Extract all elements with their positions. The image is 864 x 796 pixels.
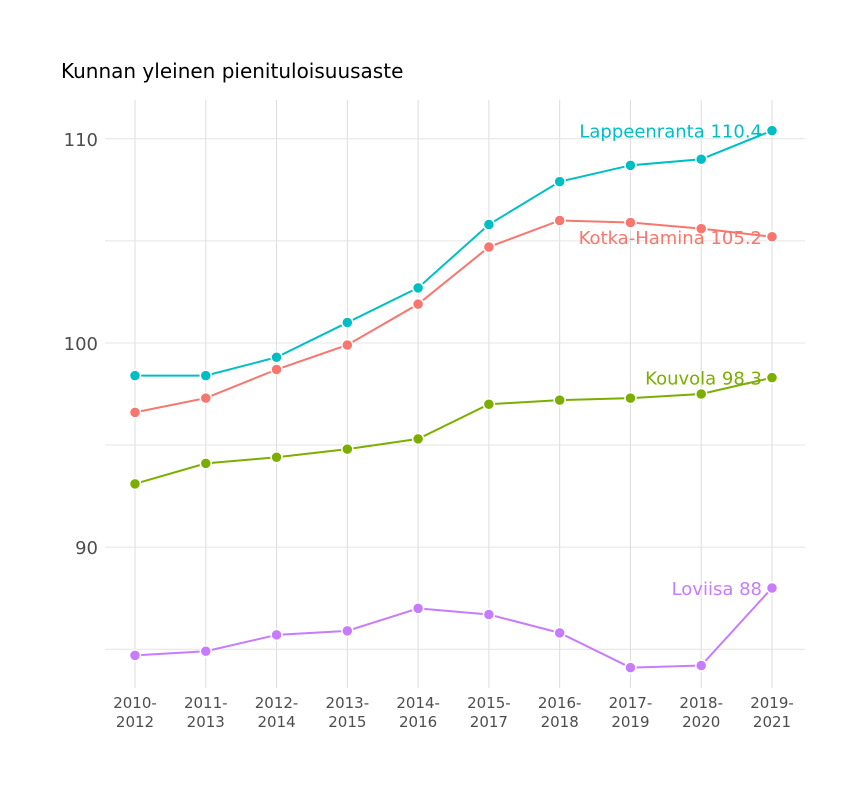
y-tick-label: 110 [64,130,98,151]
series-line [134,376,773,485]
x-tick-label: 2015-2017 [467,694,511,731]
data-point [765,230,779,244]
x-tick-label: 2010-2012 [113,694,157,731]
series-kouvola: Kouvola 98.3 [128,369,779,491]
data-point [624,391,637,405]
x-tick-label: 2016-2018 [538,694,582,731]
axes: 90 100 110 2010-2012 2011-2013 2012-2014 2013-… [64,130,794,731]
data-point [270,451,283,464]
data-point [411,602,425,615]
data-point [199,457,213,470]
y-tick-label: 100 [64,334,98,355]
series-loviisa: Loviisa 88 [128,579,779,674]
data-point [482,218,496,231]
x-tick-label: 2018-2020 [679,694,723,731]
data-point [694,152,708,166]
series-lappeenranta: Lappeenranta 110.4 [128,122,779,382]
data-point [199,391,213,405]
series-end-label: Lappeenranta 110.4 [579,122,762,143]
series-line [134,219,773,414]
x-tick-label: 2014-2016 [396,694,440,731]
data-point [199,645,213,658]
data-point [482,240,496,254]
data-point [624,661,637,674]
data-point [341,338,354,352]
data-point [270,363,283,376]
x-tick-label: 2012-2014 [255,694,299,731]
data-point [411,432,425,446]
series-line [135,129,773,377]
data-point [482,397,496,411]
data-point [765,371,779,384]
data-point [128,406,142,419]
data-point [482,608,496,621]
y-tick-label: 90 [75,538,98,559]
series-end-label: Kotka-Hamina 105.2 [579,228,762,249]
x-tick-label: 2013-2015 [326,694,370,731]
data-point [270,351,283,364]
x-tick-label: 2011-2013 [184,694,228,731]
series-end-label: Loviisa 88 [672,579,762,600]
data-point [553,393,566,407]
x-tick-label: 2019-2021 [750,694,794,731]
data-point [624,159,637,172]
data-point [765,124,779,137]
data-point [553,214,566,227]
data-point [341,316,354,329]
series-end-label: Kouvola 98.3 [645,369,762,390]
chart-title: Kunnan yleinen pienituloisuusaste [61,59,403,83]
data-point [341,624,354,638]
data-point [694,659,708,672]
data-point [694,222,708,235]
data-point [341,442,354,456]
series-line [134,587,773,669]
series-kotka-hamina: Kotka-Hamina 105.2 [128,214,779,419]
x-tick-label: 2017-2019 [609,694,653,731]
data-point [624,216,637,229]
data-point [128,369,142,382]
data-point [199,369,213,382]
series-group: Lappeenranta 110.4 Kotka-Hamina 105.2 Kouv… [128,122,779,674]
data-point [128,649,142,662]
data-point [128,477,142,491]
data-point [411,297,425,311]
grid [105,100,805,688]
data-point [765,581,779,595]
data-point [553,175,566,188]
data-point [553,626,566,640]
data-point [270,628,283,642]
data-point [411,281,425,295]
data-point [694,387,708,401]
